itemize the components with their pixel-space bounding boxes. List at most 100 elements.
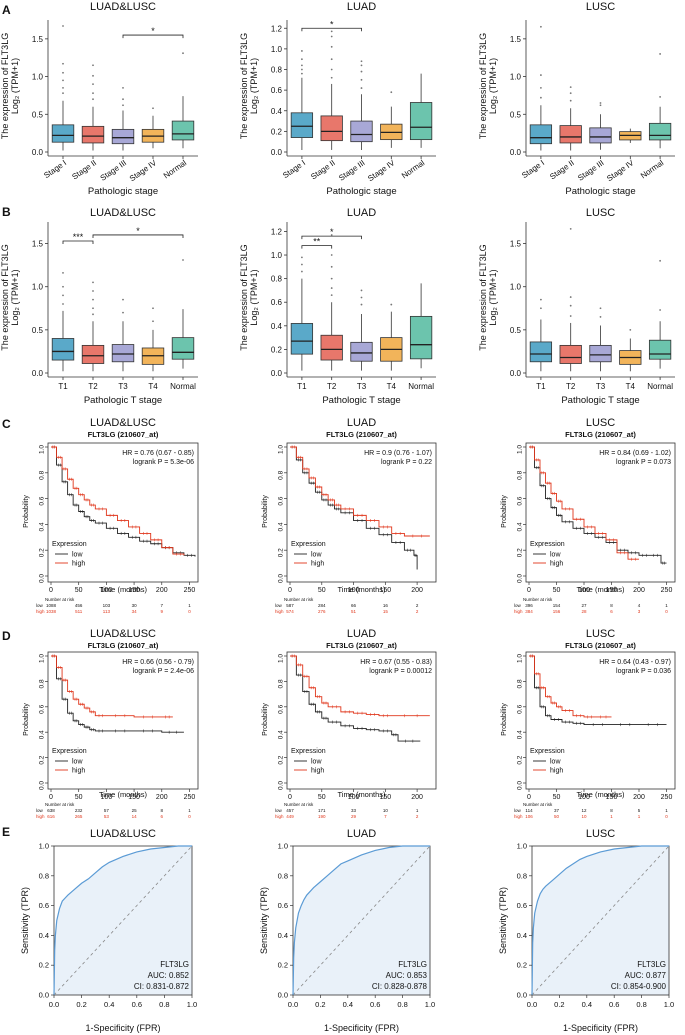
panel-label-a: A <box>2 3 11 17</box>
x-tick-label: 150 <box>606 794 618 801</box>
x-tick-label: Stage III <box>576 158 606 182</box>
outlier-point <box>330 45 333 48</box>
y-tick-label: 0.6 <box>517 496 524 505</box>
x-tick-label: T2 <box>88 382 98 391</box>
risk-count-high: 9 <box>161 609 164 614</box>
risk-row-label-low: low <box>514 603 522 608</box>
y-tick-label: 0.0 <box>32 369 44 378</box>
x-tick-label: T2 <box>327 382 337 391</box>
significance-bracket <box>301 27 362 32</box>
box-4 <box>171 120 195 141</box>
x-tick-label: T2 <box>566 382 576 391</box>
x-tick-label: 200 <box>156 587 168 594</box>
x-tick-label: 50 <box>318 587 326 594</box>
outlier-point <box>330 58 333 61</box>
risk-count-high: 29 <box>351 814 357 819</box>
x-tick-label: 0.2 <box>315 1000 325 1009</box>
y-tick-label: 0.0 <box>39 574 46 583</box>
risk-count-low: 154 <box>553 603 561 608</box>
x-tick-label: 50 <box>75 587 83 594</box>
significance-label: * <box>330 227 334 237</box>
risk-count-high: 511 <box>75 609 83 614</box>
x-tick-label: 0 <box>288 587 292 594</box>
y-tick-label: 1.2 <box>271 227 283 236</box>
y-tick-label: 1.5 <box>32 35 44 44</box>
x-axis-label: Time (months) <box>99 585 148 594</box>
box-2 <box>111 128 135 145</box>
x-tick-label: 50 <box>553 794 561 801</box>
chart-subtitle: FLT3LG (210607_at) <box>326 641 397 650</box>
outlier-point <box>330 30 333 33</box>
risk-count-low: 4 <box>638 603 641 608</box>
risk-table-title: Number at risk <box>45 802 75 807</box>
logrank-p: logrank P = 0.036 <box>616 668 671 675</box>
outlier-point <box>301 68 303 71</box>
y-tick-label: 0.6 <box>278 704 285 713</box>
significance-label: * <box>151 26 155 36</box>
y-tick-label: 0.4 <box>39 522 46 531</box>
y-tick-label: 0.6 <box>271 298 283 307</box>
x-tick-label: 0.2 <box>554 1000 564 1009</box>
risk-count-high: 1 <box>610 814 613 819</box>
x-tick-label: Stage II <box>70 158 98 181</box>
y-tick-label: 0.8 <box>517 871 527 880</box>
chart-title: LUSC <box>586 628 615 640</box>
outlier-point <box>569 228 572 230</box>
risk-count-high: 50 <box>554 814 560 819</box>
risk-row-label-high: high <box>36 814 45 819</box>
y-tick-label: 0.6 <box>278 901 288 910</box>
risk-count-low: 12 <box>581 808 587 813</box>
x-tick-label: 0 <box>527 587 531 594</box>
significance-label: ** <box>313 237 321 247</box>
risk-count-high: 449 <box>286 814 294 819</box>
legend-label-low: low <box>550 759 561 766</box>
logrank-p: logrank P = 0.073 <box>616 459 671 466</box>
outlier-point <box>540 74 542 76</box>
ci-label: CI: 0.831-0.872 <box>134 982 190 991</box>
outlier-point <box>659 309 661 311</box>
x-tick-label: T3 <box>118 382 128 391</box>
x-tick-label: 150 <box>128 587 140 594</box>
y-tick-label: 0.6 <box>271 86 283 95</box>
x-tick-label: Normal <box>639 158 665 180</box>
y-tick-label: 0.2 <box>271 345 283 354</box>
risk-row-label-high: high <box>514 814 523 819</box>
risk-count-high: 156 <box>553 609 561 614</box>
y-tick-label: 0.0 <box>278 574 285 583</box>
logrank-p: logrank P = 0.00012 <box>369 668 432 675</box>
outlier-point <box>540 25 542 28</box>
outlier-point <box>540 298 542 301</box>
risk-count-high: 1038 <box>46 609 57 614</box>
y-tick-label: 0.0 <box>510 148 522 157</box>
y-tick-label: 1.5 <box>32 240 44 249</box>
outlier-point <box>360 64 363 67</box>
y-tick-label: 0.4 <box>39 730 46 739</box>
y-tick-label: 0.2 <box>278 548 285 557</box>
roc-curve <box>53 845 192 996</box>
significance-bracket <box>301 245 333 249</box>
y-tick-label: 0.2 <box>271 127 283 136</box>
km-curve-low <box>290 655 421 742</box>
plot-frame <box>525 442 676 583</box>
outlier-point <box>569 99 572 102</box>
legend-label-low: low <box>550 552 561 559</box>
chart-subtitle: FLT3LG (210607_at) <box>326 430 397 439</box>
outlier-point <box>569 304 572 307</box>
x-axis-label: Time (months) <box>337 790 386 799</box>
risk-row-label-high: high <box>36 609 45 614</box>
significance-bracket <box>62 240 94 244</box>
x-tick-label: 150 <box>379 587 391 594</box>
x-axis-label: Pathologic T stage <box>322 395 400 406</box>
y-tick-label: 0.2 <box>278 961 288 970</box>
x-tick-label: 0 <box>288 794 292 801</box>
y-tick-label: 1.0 <box>278 654 285 663</box>
legend-label-low: low <box>311 552 322 559</box>
y-tick-label: 0.8 <box>271 66 283 75</box>
x-tick-label: T4 <box>387 382 397 391</box>
panel-label-c: C <box>2 417 11 431</box>
y-axis-label: The expression of FLT3LG <box>239 33 249 139</box>
x-tick-label: 200 <box>411 794 423 801</box>
outlier-point <box>330 68 333 71</box>
outlier-point <box>301 64 303 67</box>
risk-count-high: 384 <box>525 609 533 614</box>
